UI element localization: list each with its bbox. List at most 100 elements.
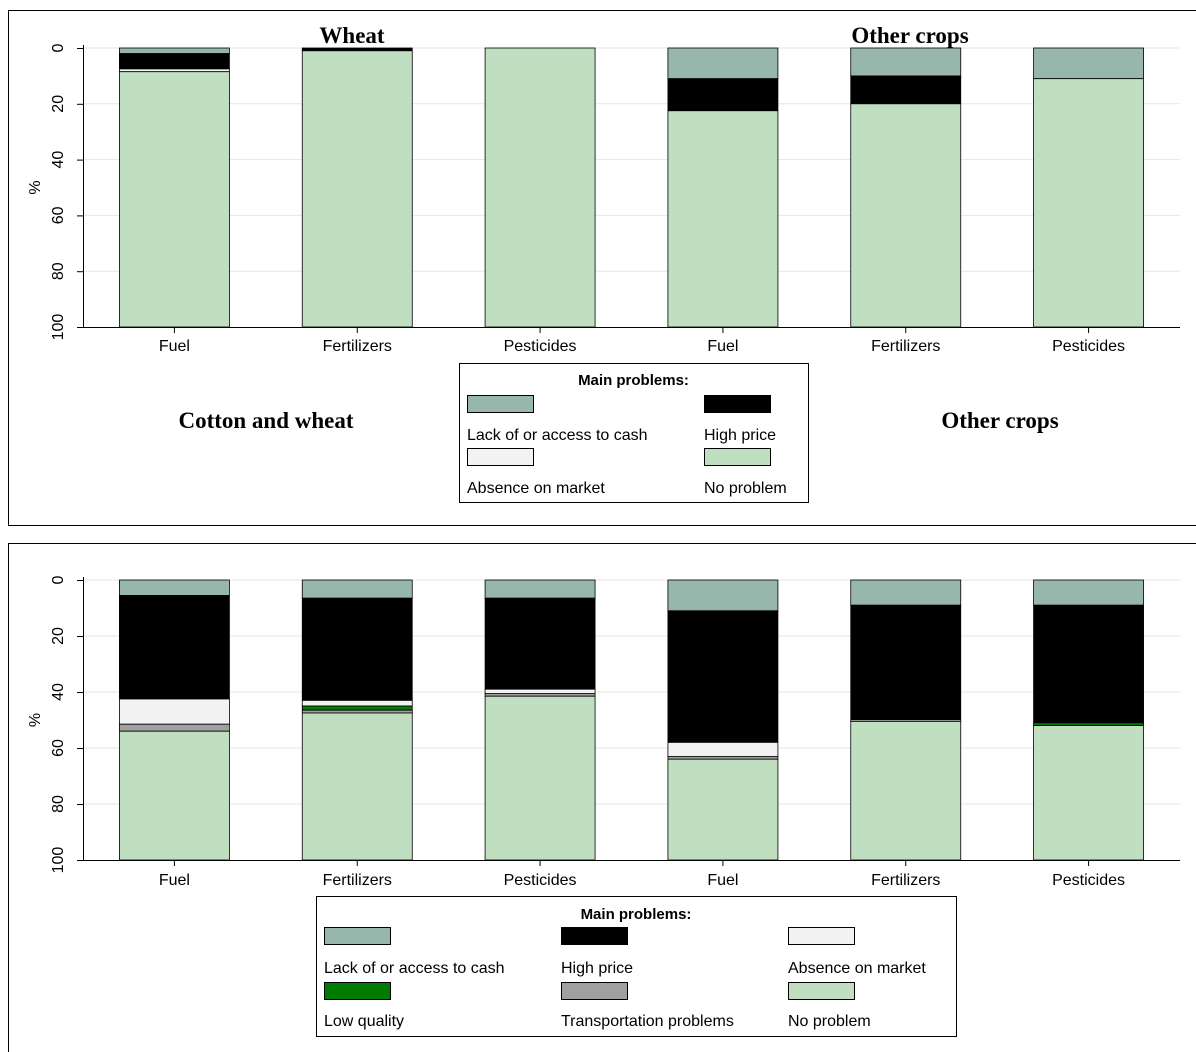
bar-segment-high_price [667, 78, 779, 112]
legend-swatch-transport [561, 982, 628, 1000]
chart-annotation: Other crops [851, 23, 968, 48]
y-tick-label: 0 [50, 575, 67, 584]
legend-swatch-high_price [561, 927, 628, 945]
legend-swatch-lack_cash [467, 395, 534, 413]
y-tick-label: 20 [50, 95, 67, 113]
bar-segment-no_problem [484, 47, 596, 328]
bar-segment-transport [301, 709, 413, 714]
legend-label: Transportation problems [561, 1013, 734, 1030]
category-label: Fuel [707, 338, 738, 355]
bar-segment-lack_cash [301, 579, 413, 599]
chart-annotation: Wheat [319, 23, 385, 48]
y-tick-label: 60 [50, 739, 67, 757]
legend: Main problems: Lack of or access to cash H… [459, 363, 809, 503]
y-tick-label: 80 [50, 795, 67, 813]
bar-segment-lack_cash [850, 47, 962, 77]
bar-segment-no_problem [667, 110, 779, 328]
bar-segment-no_problem [301, 50, 413, 328]
y-tick-label: 100 [50, 847, 67, 874]
category-label: Pesticides [1052, 338, 1125, 355]
chart-annotation: Other crops [941, 408, 1058, 433]
legend-label: No problem [788, 1013, 871, 1030]
bar-segment-low_quality [1033, 722, 1144, 726]
legend-swatch-no_problem [704, 448, 771, 466]
bar-segment-lack_cash [667, 47, 779, 80]
category-label: Fertilizers [871, 872, 940, 889]
bar-segment-no_problem [850, 721, 962, 861]
legend-box [459, 363, 809, 503]
bar-segment-no_problem [119, 71, 230, 328]
legend-swatch-absence [467, 448, 534, 466]
y-tick-label: 60 [50, 206, 67, 224]
bar-segment-high_price [301, 47, 413, 52]
category-label: Fuel [159, 338, 190, 355]
category-label: Pesticides [504, 872, 577, 889]
bar-segment-lack_cash [1033, 47, 1144, 80]
category-label: Fertilizers [323, 338, 392, 355]
bar-segment-low_quality [301, 705, 413, 711]
bar-segment-lack_cash [667, 579, 779, 612]
chart-annotation: Cotton and wheat [178, 408, 353, 433]
bar-segment-transport [484, 693, 596, 697]
category-label: Fertilizers [323, 872, 392, 889]
bar-segment-high_price [850, 604, 962, 721]
bar-segment-lack_cash [1033, 579, 1144, 606]
chart-panel-1: 0 20 40 60 80 100% Fuel Fertilizers Pesticides Fu… [8, 10, 1196, 526]
legend-swatch-low_quality [324, 982, 391, 1000]
bar-segment-no_problem [667, 758, 779, 861]
y-tick-label: 80 [50, 262, 67, 280]
legend-swatch-lack_cash [324, 927, 391, 945]
chart-panel-2: 0 20 40 60 80 100% Fuel Fertilizers Pesticides Fu… [8, 543, 1196, 1052]
bar-segment-lack_cash [119, 579, 230, 596]
legend-title: Main problems: [581, 906, 692, 923]
y-tick-label: 40 [50, 683, 67, 701]
legend-label: Absence on market [467, 480, 605, 497]
bar-segment-high_price [119, 53, 230, 70]
bar-segment-high_price [301, 597, 413, 701]
y-tick-label: 0 [50, 43, 67, 52]
legend-title: Main problems: [578, 372, 689, 389]
bar-segment-high_price [1033, 604, 1144, 724]
legend-label: High price [561, 960, 633, 977]
bar-segment-transport [119, 723, 230, 732]
legend-label: Lack of or access to cash [467, 427, 648, 444]
bar-segment-lack_cash [484, 579, 596, 599]
bar-segment-no_problem [484, 695, 596, 861]
legend-label: Low quality [324, 1013, 404, 1030]
legend-swatch-no_problem [788, 982, 855, 1000]
category-label: Fuel [707, 872, 738, 889]
legend-label: Lack of or access to cash [324, 960, 505, 977]
bar-segment-no_problem [301, 712, 413, 861]
y-axis-label: % [27, 713, 44, 727]
bar-segment-high_price [484, 597, 596, 690]
y-tick-label: 100 [50, 314, 67, 341]
bar-segment-high_price [850, 75, 962, 105]
bar-segment-high_price [667, 610, 779, 743]
bar-segment-absence [301, 700, 413, 707]
bar-segment-absence [484, 688, 596, 694]
bar-segment-no_problem [119, 730, 230, 861]
bar-segment-no_problem [1033, 725, 1144, 861]
legend-label: Absence on market [788, 960, 926, 977]
legend-swatch-high_price [704, 395, 771, 413]
bar-segment-no_problem [1033, 78, 1144, 328]
bar-segment-high_price [119, 595, 230, 700]
category-label: Fuel [159, 872, 190, 889]
legend-label: No problem [704, 480, 787, 497]
category-label: Pesticides [504, 338, 577, 355]
bar-segment-absence [667, 742, 779, 757]
y-tick-label: 20 [50, 627, 67, 645]
category-label: Fertilizers [871, 338, 940, 355]
bar-segment-absence [119, 68, 230, 73]
bar-segment-lack_cash [119, 47, 230, 54]
bar-segment-no_problem [850, 103, 962, 328]
legend-label: High price [704, 427, 776, 444]
bar-segment-transport [667, 756, 779, 760]
y-axis-label: % [27, 180, 44, 194]
category-label: Pesticides [1052, 872, 1125, 889]
legend: Main problems: Lack of or access to cash H… [316, 896, 957, 1037]
bar-segment-lack_cash [850, 579, 962, 606]
bar-segment-absence [119, 698, 230, 725]
legend-box [316, 896, 957, 1037]
